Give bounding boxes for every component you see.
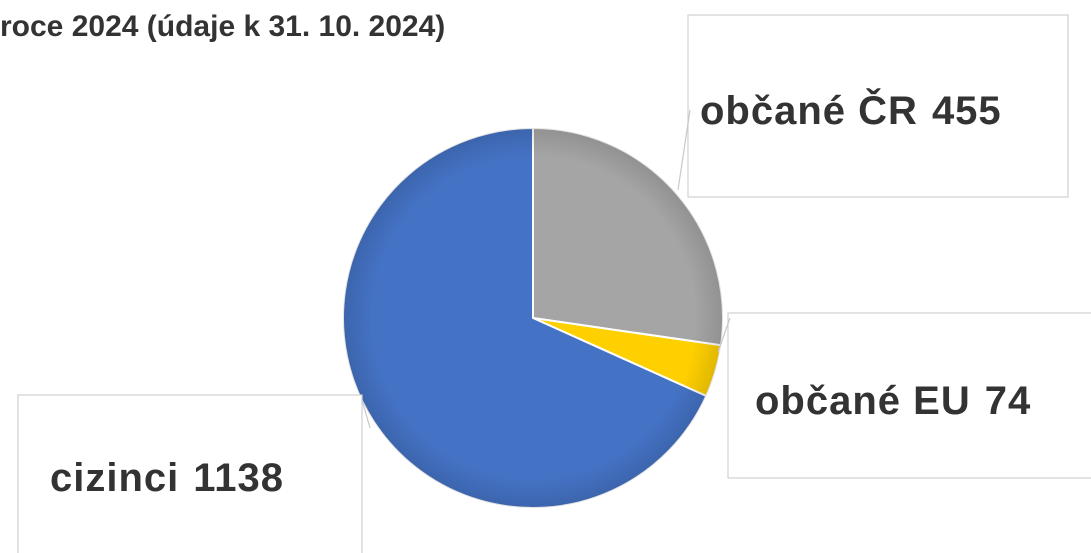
leader-line	[361, 399, 371, 429]
label-value: 1138	[193, 456, 284, 500]
label-category: občané EU	[755, 379, 971, 423]
leader-line	[677, 109, 691, 191]
label-box	[17, 394, 363, 553]
pie-shade	[343, 128, 723, 508]
label-box	[727, 312, 1091, 479]
label-box	[687, 14, 1069, 198]
data-labels: občané ČR 455 občané EU 74 cizinci 1138	[50, 87, 1031, 500]
chart-title: roce 2024 (údaje k 31. 10. 2024)	[0, 10, 445, 43]
leader-line	[717, 317, 731, 353]
data-label: občané ČR 455	[700, 87, 1002, 133]
label-category: občané ČR	[700, 87, 918, 133]
label-value: 455	[932, 89, 1002, 133]
label-value: 74	[985, 379, 1032, 423]
label-category: cizinci	[50, 456, 179, 500]
data-label: cizinci 1138	[50, 456, 284, 500]
data-label: občané EU 74	[755, 379, 1031, 423]
